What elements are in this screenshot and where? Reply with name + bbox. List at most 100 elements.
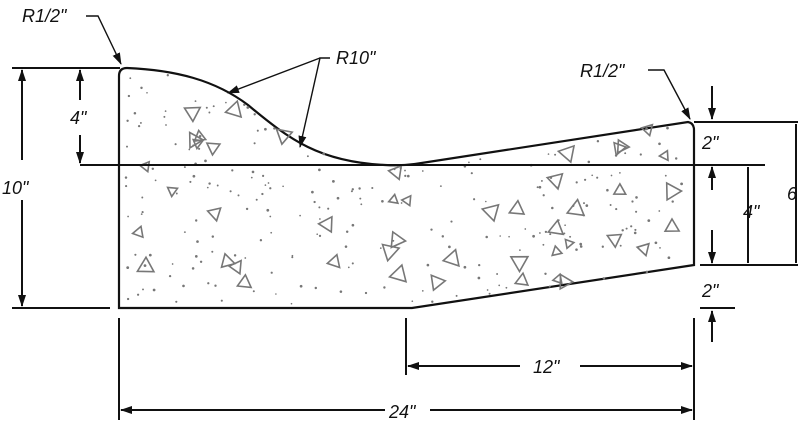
aggregate-speck (666, 126, 669, 130)
aggregate-speck (253, 113, 256, 116)
aggregate-triangle (206, 207, 222, 223)
aggregate-speck (671, 200, 674, 203)
aggregate-triangle (545, 172, 564, 191)
aggregate-speck (299, 284, 303, 288)
aggregate-speck (499, 235, 502, 237)
aggregate-speck (269, 215, 272, 218)
aggregate-speck (136, 293, 140, 296)
aggregate-speck (194, 255, 198, 258)
aggregate-speck (645, 270, 649, 274)
aggregate-speck (345, 230, 349, 234)
aggregate-speck (255, 198, 258, 201)
height-top-label: 4" (70, 108, 88, 128)
aggregate-speck (164, 110, 167, 112)
aggregate-speck (519, 249, 521, 251)
aggregate-speck (635, 196, 638, 199)
aggregate-speck (264, 127, 267, 131)
aggregate-triangle (235, 273, 253, 289)
aggregate-speck (154, 179, 157, 182)
aggregate-speck (267, 182, 270, 184)
aggregate-speck (439, 185, 442, 188)
aggregate-speck (631, 200, 634, 203)
aggregate-speck (314, 286, 318, 290)
aggregate-speck (141, 211, 144, 214)
aggregate-speck (634, 228, 637, 231)
aggregate-speck (318, 234, 322, 238)
aggregate-speck (463, 265, 467, 269)
aggregate-speck (364, 291, 368, 295)
aggregate-speck (351, 262, 354, 265)
aggregate-speck (233, 254, 237, 257)
aggregate-speck (140, 213, 143, 215)
aggregate-speck (313, 200, 316, 204)
aggregate-speck (262, 174, 265, 177)
aggregate-speck (198, 134, 202, 138)
width-bottom-label: 12" (533, 357, 561, 377)
aggregate-speck (142, 288, 144, 291)
aggregate-speck (548, 285, 551, 288)
aggregate-speck (225, 101, 227, 104)
aggregate-speck (624, 152, 627, 155)
aggregate-speck (126, 119, 129, 122)
right-bottom-gap-label: 2" (701, 281, 720, 301)
aggregate-speck (250, 176, 253, 179)
aggregate-speck (639, 153, 642, 156)
aggregate-speck (183, 166, 186, 169)
aggregate-speck (538, 185, 542, 189)
aggregate-speck (551, 206, 554, 210)
aggregate-speck (189, 180, 192, 183)
aggregate-speck (547, 153, 550, 155)
aggregate-speck (371, 186, 374, 190)
aggregate-triangle (480, 203, 500, 223)
aggregate-speck (470, 172, 473, 175)
aggregate-triangle (612, 182, 628, 196)
aggregate-triangle (400, 194, 412, 208)
aggregate-speck (473, 198, 476, 201)
aggregate-speck (264, 184, 267, 186)
aggregate-speck (539, 232, 541, 234)
aggregate-speck (450, 220, 453, 223)
aggregate-speck (647, 219, 651, 222)
aggregate-speck (251, 170, 255, 174)
aggregate-speck (275, 293, 277, 295)
aggregate-speck (658, 142, 661, 146)
aggregate-triangle (387, 192, 400, 205)
aggregate-speck (318, 206, 321, 209)
aggregate-triangle (325, 253, 341, 269)
aggregate-speck (256, 129, 259, 132)
aggregate-speck (430, 228, 433, 231)
aggregate-speck (619, 172, 621, 174)
aggregate-triangle (317, 215, 333, 234)
radius-curve-leader-bottom (298, 57, 330, 148)
radius-curve-leader-top (227, 57, 321, 94)
aggregate-speck (322, 152, 326, 156)
aggregate-speck (392, 239, 395, 242)
aggregate-speck (246, 106, 250, 109)
aggregate-triangle (565, 198, 586, 217)
aggregate-speck (211, 250, 214, 253)
aggregate-speck (486, 289, 489, 291)
aggregate-speck (204, 159, 207, 163)
aggregate-speck (126, 145, 128, 148)
aggregate-speck (591, 174, 594, 177)
aggregate-speck (360, 203, 363, 206)
aggregate-triangle (509, 255, 530, 274)
width-total-label: 24" (388, 402, 417, 422)
aggregate-speck (174, 143, 177, 146)
aggregate-speck (168, 274, 172, 278)
aggregate-speck (448, 245, 451, 249)
aggregate-triangle (564, 238, 576, 250)
aggregate-speck (152, 288, 156, 292)
aggregate-speck (134, 253, 137, 256)
aggregate-speck (619, 244, 622, 247)
aggregate-speck (606, 188, 609, 192)
aggregate-speck (488, 292, 491, 295)
aggregate-speck (245, 207, 249, 211)
aggregate-speck (182, 284, 185, 288)
aggregate-speck (266, 208, 270, 212)
aggregate-speck (290, 302, 293, 305)
aggregate-speck (479, 158, 482, 161)
aggregate-speck (327, 207, 330, 210)
aggregate-speck (244, 257, 247, 259)
